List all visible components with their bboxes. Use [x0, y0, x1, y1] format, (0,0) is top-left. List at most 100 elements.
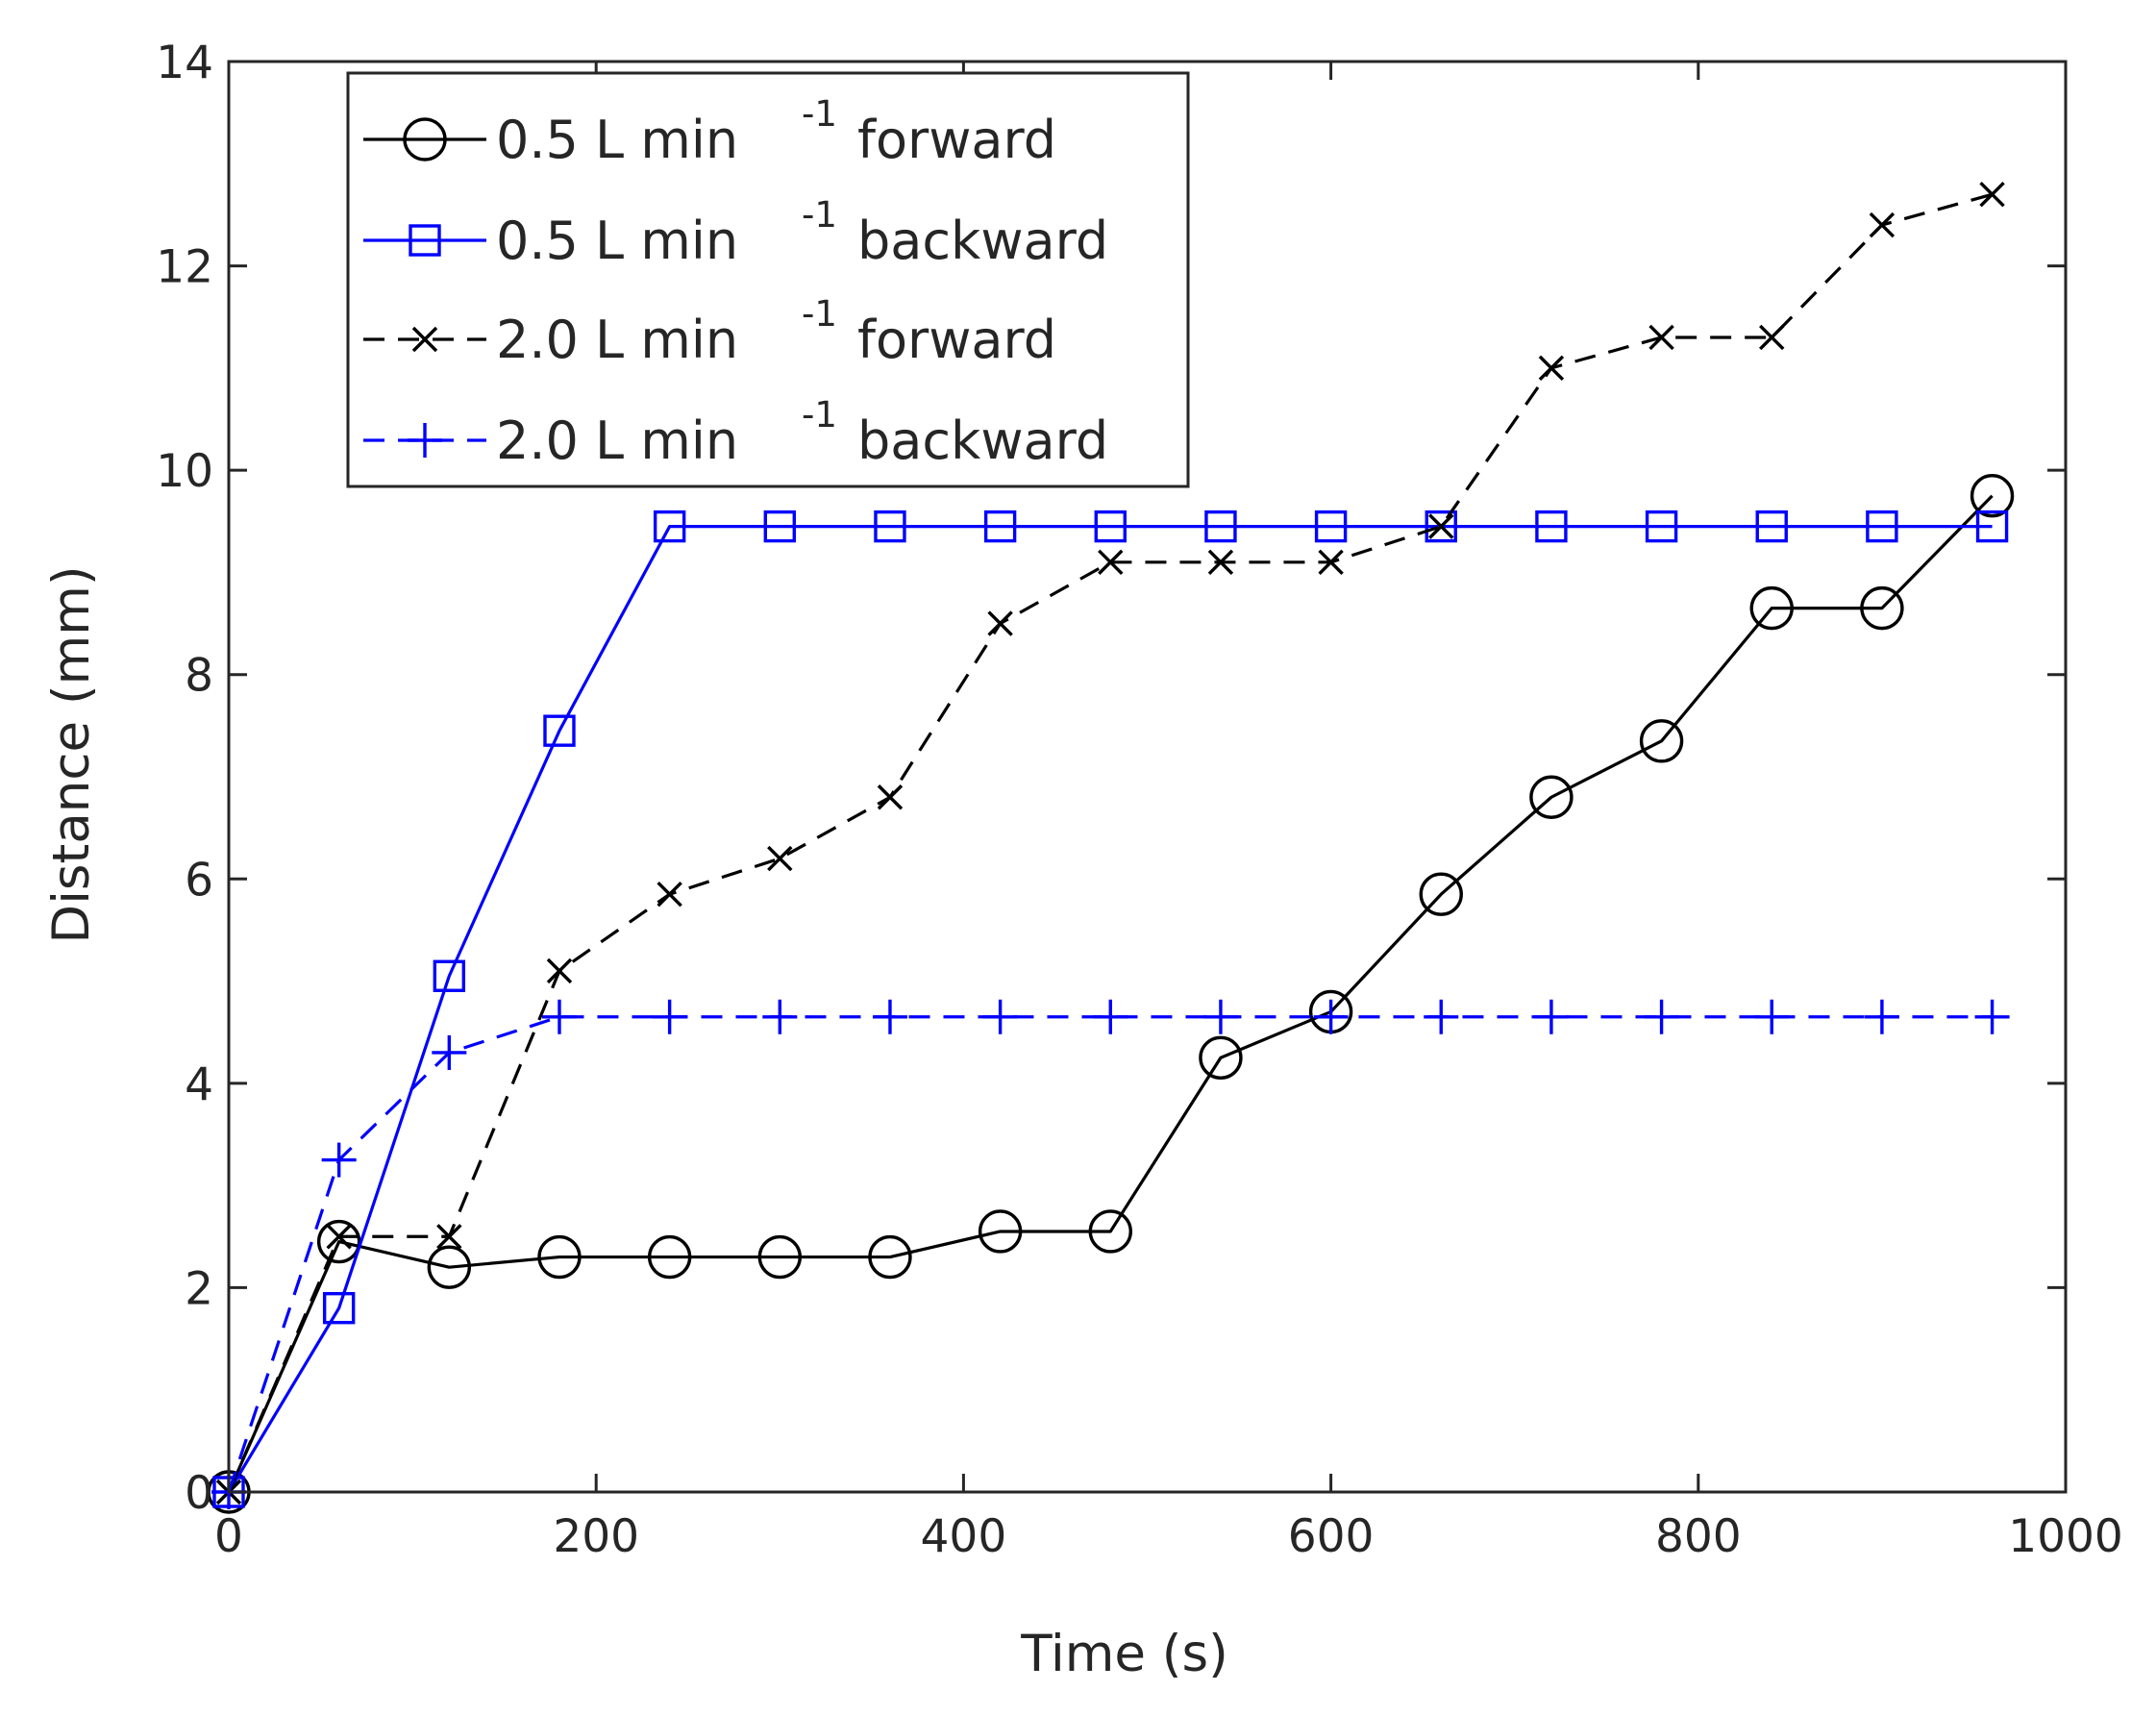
x-tick-label-1: 200	[553, 1510, 639, 1563]
legend-box	[346, 71, 1190, 488]
x-tick-label-0: 0	[214, 1510, 243, 1563]
legend-label-sup-1: -1	[802, 194, 837, 236]
series-2-point-6-stroke-b	[877, 784, 904, 810]
legend-label-tail-0: forward	[857, 110, 1056, 170]
series-0-point-6	[868, 1234, 912, 1280]
x-tick-label-5: 1000	[2008, 1510, 2123, 1563]
series-1-point-3	[543, 714, 576, 747]
series-3-point-3	[541, 999, 577, 1034]
y-tick-label-6: 12	[156, 241, 213, 294]
legend-label-sup-3: -1	[802, 394, 837, 435]
series-1-point-2	[433, 959, 466, 992]
series-2-point-1	[326, 1224, 352, 1250]
series-2	[215, 181, 2005, 1505]
series-1-point-7	[983, 510, 1017, 543]
series-2-point-6	[877, 784, 904, 810]
series-0-point-13	[1639, 719, 1684, 763]
legend-label-sup-0: -1	[802, 93, 837, 135]
series-2-point-13-stroke-b	[1648, 324, 1674, 351]
axes-layer: 0 200 400 600 800 1000 0 2 4 6 8 10 12 14	[156, 37, 2123, 1563]
series-2-point-2	[436, 1224, 462, 1250]
series-3-point-4	[652, 999, 687, 1034]
series-2-point-1-stroke-b	[326, 1224, 352, 1250]
series-2-point-4	[657, 882, 682, 908]
legend-entry-0: 0.5 L min -1 forward	[363, 93, 1056, 170]
series-2-point-13	[1648, 324, 1674, 351]
series-layer	[207, 181, 2015, 1514]
series-3-point-8	[1093, 999, 1128, 1034]
series-1-point-8	[1094, 510, 1127, 543]
series-0-point-5	[757, 1234, 802, 1280]
series-3-point-7	[982, 999, 1018, 1034]
series-0-point-4	[647, 1234, 692, 1280]
series-1-point-4	[653, 510, 686, 543]
series-2-point-7	[987, 610, 1013, 636]
series-3	[211, 999, 2010, 1509]
series-2-point-16	[1979, 181, 2005, 208]
legend-entry-1: 0.5 L min -1 backward	[363, 194, 1108, 271]
series-2-point-9	[1207, 549, 1234, 576]
series-0-point-7	[978, 1209, 1023, 1254]
legend-label-0: 0.5 L min	[496, 110, 738, 170]
series-3-point-6	[872, 999, 907, 1034]
legend-entry-3: 2.0 L min -1 backward	[363, 394, 1108, 471]
series-0-point-14	[1749, 585, 1794, 631]
series-2-point-12-stroke-b	[1538, 355, 1565, 382]
legend-label-tail-1: backward	[857, 211, 1108, 271]
series-2-point-16-stroke-b	[1979, 181, 2005, 208]
axes-frame	[227, 60, 2068, 1494]
series-2-point-14	[1759, 324, 1785, 351]
legend-label-sup-2: -1	[802, 293, 837, 335]
legend-marker-3	[408, 423, 442, 458]
series-1-point-16	[1975, 510, 2009, 543]
y-axis-label: Distance (mm)	[42, 565, 101, 943]
series-1	[212, 510, 2009, 1508]
legend-label-1: 0.5 L min	[496, 211, 738, 271]
series-3-point-9	[1202, 999, 1238, 1034]
series-2-point-4-stroke-b	[657, 882, 682, 908]
series-1-point-9	[1204, 510, 1237, 543]
x-axis-label: Time (s)	[1020, 1625, 1228, 1683]
legend-marker-0	[403, 117, 447, 162]
legend-label-tail-2: forward	[857, 310, 1056, 370]
legend-entry-2: 2.0 L min -1 forward	[363, 293, 1056, 370]
series-2-point-15	[1869, 211, 1896, 238]
series-3-point-12	[1533, 999, 1569, 1034]
series-3-point-14	[1754, 999, 1790, 1034]
y-tick-label-5: 10	[156, 445, 213, 498]
series-0-point-15	[1860, 585, 1904, 631]
series-3-point-10	[1313, 999, 1349, 1034]
series-0-point-8	[1088, 1209, 1132, 1254]
series-3-point-5	[762, 999, 798, 1034]
series-1-point-10	[1314, 510, 1348, 543]
series-0-point-11	[1419, 872, 1463, 916]
legend-label-tail-3: backward	[857, 410, 1108, 471]
series-1-point-12	[1535, 510, 1568, 543]
series-3-point-11	[1424, 999, 1459, 1034]
series-1-point-14	[1755, 510, 1788, 543]
series-2-point-8-stroke-b	[1098, 549, 1124, 576]
series-2-point-3	[546, 957, 573, 984]
series-2-point-12	[1538, 355, 1565, 382]
series-2-point-15-stroke-b	[1869, 211, 1896, 238]
series-2-point-3-stroke-b	[546, 957, 573, 984]
series-3-point-2	[432, 1034, 467, 1070]
series-0	[207, 474, 2015, 1514]
legend-marker-2-stroke-b	[411, 326, 438, 353]
series-0-point-2	[427, 1245, 472, 1289]
series-2-point-9-stroke-b	[1207, 549, 1234, 576]
series-1-point-1	[322, 1291, 356, 1325]
series-2-point-7-stroke-b	[987, 610, 1013, 636]
series-2-point-5	[767, 845, 793, 872]
series-2-point-10-stroke-b	[1318, 549, 1344, 576]
series-0-line	[227, 494, 1994, 1493]
y-tick-label-0: 0	[185, 1467, 213, 1520]
y-tick-label-2: 4	[185, 1058, 213, 1111]
series-1-point-13	[1645, 510, 1678, 543]
series-3-point-15	[1864, 999, 1899, 1034]
series-3-point-13	[1644, 999, 1679, 1034]
series-2-point-14-stroke-b	[1759, 324, 1785, 351]
series-0-point-16	[1970, 474, 2015, 518]
